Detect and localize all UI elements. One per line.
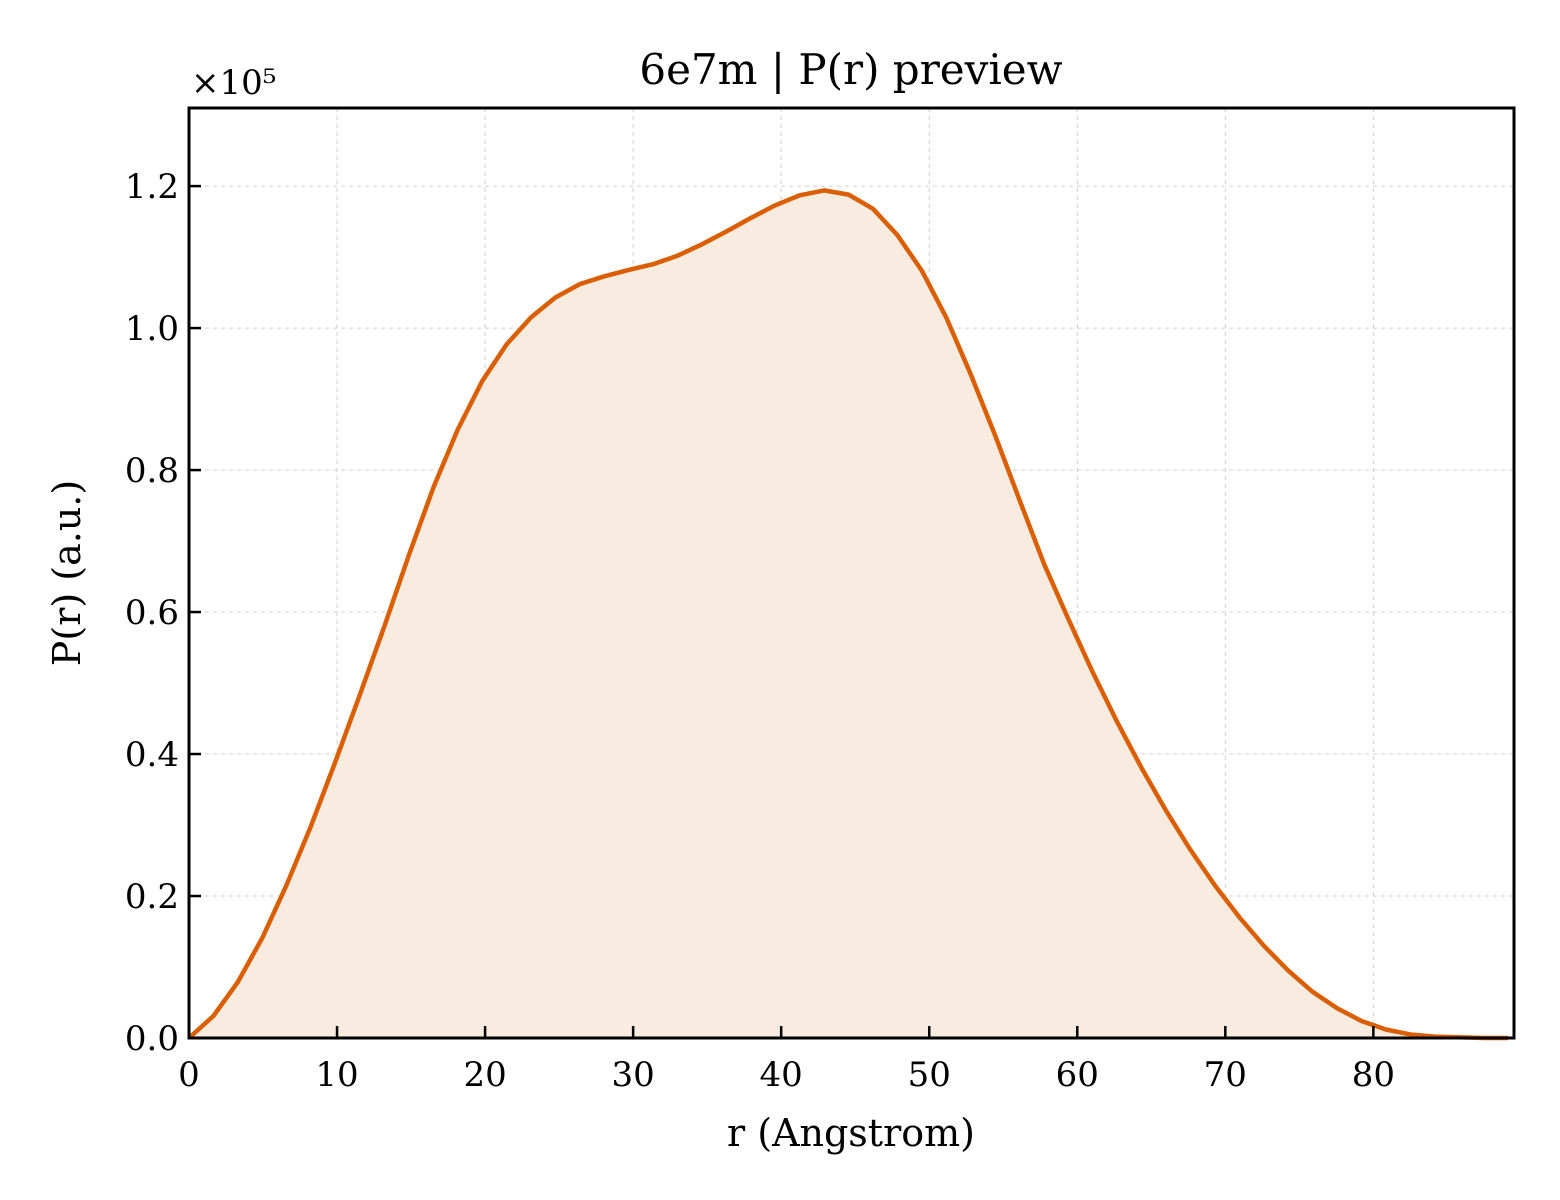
plot-frame (187, 106, 1516, 1040)
y-tick-label: 0.6 (125, 593, 179, 633)
x-tick-label: 10 (315, 1055, 358, 1095)
x-tick-label: 70 (1204, 1055, 1247, 1095)
x-axis-label: r (Angstrom) (727, 1111, 975, 1155)
y-tick-label: 0.4 (125, 735, 179, 775)
y-tick-label: 1.0 (125, 309, 179, 349)
x-tick-label: 20 (463, 1055, 506, 1095)
y-tick-label: 0.2 (125, 877, 179, 917)
pr-series-line (187, 188, 1509, 1041)
pr-area-fill (189, 190, 1509, 1038)
y-tick-label: 0.8 (125, 451, 179, 491)
y-multiplier-label: ×10⁵ (191, 63, 276, 103)
x-tick-labels: 0 10 20 30 40 50 60 70 80 (178, 1055, 1395, 1095)
x-tick-label: 40 (760, 1055, 803, 1095)
x-tick-label: 0 (178, 1055, 200, 1095)
y-tick-labels: 0.0 0.2 0.4 0.6 0.8 1.0 1.2 (125, 167, 179, 1059)
axis-ticks (187, 184, 1375, 1040)
x-tick-label: 60 (1056, 1055, 1099, 1095)
x-tick-label: 30 (612, 1055, 655, 1095)
x-tick-label: 80 (1352, 1055, 1395, 1095)
y-tick-label: 0.0 (125, 1019, 179, 1059)
y-axis-label: P(r) (a.u.) (45, 480, 89, 666)
chart-title: 6e7m | P(r) preview (639, 45, 1062, 94)
y-tick-label: 1.2 (125, 167, 179, 207)
x-tick-label: 50 (908, 1055, 951, 1095)
